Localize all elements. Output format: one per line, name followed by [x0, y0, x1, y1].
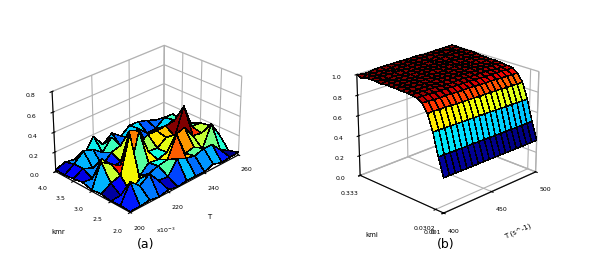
Y-axis label: kmi: kmi	[365, 232, 378, 238]
Text: x10$^{-3}$: x10$^{-3}$	[156, 226, 176, 235]
X-axis label: T (s^-1): T (s^-1)	[503, 223, 532, 241]
Title: (a): (a)	[137, 238, 154, 251]
Y-axis label: kmr: kmr	[51, 229, 65, 235]
Title: (b): (b)	[437, 238, 454, 251]
X-axis label: T: T	[207, 214, 211, 219]
